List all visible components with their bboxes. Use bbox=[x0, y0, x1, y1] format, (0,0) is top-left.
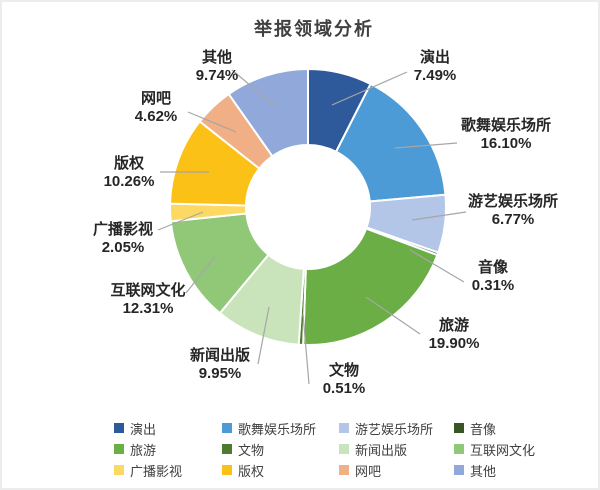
legend-item-7: 新闻出版 bbox=[339, 442, 408, 458]
legend-label: 旅游 bbox=[130, 442, 157, 458]
legend-swatch-icon bbox=[454, 444, 464, 454]
legend-label: 演出 bbox=[130, 421, 157, 437]
slice-label-12: 其他 9.74% bbox=[196, 48, 239, 84]
legend-swatch-icon bbox=[222, 444, 232, 454]
slice-label-1: 演出 7.49% bbox=[414, 48, 457, 84]
legend-item-12: 其他 bbox=[454, 463, 497, 479]
legend-swatch-icon bbox=[114, 444, 124, 454]
slice-label-8: 互联网文化 12.31% bbox=[110, 281, 185, 317]
slice-label-2: 歌舞娱乐场所 16.10% bbox=[461, 116, 551, 152]
legend-swatch-icon bbox=[454, 423, 464, 433]
slice-leader-line-6 bbox=[302, 313, 310, 385]
legend-item-8: 互联网文化 bbox=[454, 442, 536, 458]
slice-label-7: 新闻出版 9.95% bbox=[190, 346, 250, 382]
legend-label: 文物 bbox=[238, 442, 265, 458]
legend-swatch-icon bbox=[114, 423, 124, 433]
slice-leader-line-2 bbox=[394, 142, 458, 149]
legend-swatch-icon bbox=[222, 465, 232, 475]
pie-slice-5 bbox=[302, 227, 439, 346]
slice-leader-line-11 bbox=[187, 111, 237, 133]
slice-leader-line-7 bbox=[257, 306, 270, 365]
legend-label: 广播影视 bbox=[130, 463, 183, 479]
legend-item-3: 游艺娱乐场所 bbox=[339, 421, 434, 437]
legend-swatch-icon bbox=[222, 423, 232, 433]
legend-label: 音像 bbox=[470, 421, 497, 437]
slice-leader-line-3 bbox=[411, 211, 467, 221]
chart-title: 举报领域分析 bbox=[254, 19, 374, 39]
legend-item-10: 版权 bbox=[222, 463, 265, 479]
legend-item-9: 广播影视 bbox=[114, 463, 183, 479]
slice-label-10: 版权 10.26% bbox=[104, 154, 155, 190]
slice-leader-line-8 bbox=[185, 256, 216, 294]
legend-item-5: 旅游 bbox=[114, 442, 157, 458]
legend-label: 网吧 bbox=[355, 463, 382, 479]
legend-swatch-icon bbox=[114, 465, 124, 475]
slice-leader-line-12 bbox=[231, 69, 277, 108]
slice-label-11: 网吧 4.62% bbox=[135, 90, 178, 125]
pie-slice-12 bbox=[227, 67, 309, 158]
slice-label-5: 旅游 19.90% bbox=[429, 316, 480, 352]
slice-leader-line-9 bbox=[157, 211, 204, 231]
legend-label: 歌舞娱乐场所 bbox=[238, 421, 317, 437]
legend-swatch-icon bbox=[339, 465, 349, 475]
slice-label-6: 文物 0.51% bbox=[323, 361, 366, 397]
legend-item-1: 演出 bbox=[114, 421, 157, 437]
slice-leader-line-1 bbox=[331, 71, 408, 106]
legend-swatch-icon bbox=[454, 465, 464, 475]
slice-label-3: 游艺娱乐场所 6.77% bbox=[468, 192, 558, 228]
slice-leader-line-4 bbox=[409, 249, 465, 283]
legend-swatch-icon bbox=[339, 444, 349, 454]
slice-label-4: 音像 0.31% bbox=[472, 258, 515, 294]
legend-item-6: 文物 bbox=[222, 442, 265, 458]
legend-item-2: 歌舞娱乐场所 bbox=[222, 421, 317, 437]
legend-item-11: 网吧 bbox=[339, 463, 382, 479]
legend-label: 互联网文化 bbox=[470, 442, 536, 458]
legend-label: 新闻出版 bbox=[355, 442, 408, 458]
legend-label: 其他 bbox=[470, 463, 497, 479]
legend-item-4: 音像 bbox=[454, 421, 497, 437]
legend-label: 游艺娱乐场所 bbox=[355, 421, 434, 437]
legend-swatch-icon bbox=[339, 423, 349, 433]
legend-label: 版权 bbox=[238, 463, 265, 479]
slice-leader-line-5 bbox=[365, 296, 421, 335]
pie-slice-2 bbox=[334, 82, 447, 203]
slice-label-9: 广播影视 2.05% bbox=[93, 220, 153, 256]
